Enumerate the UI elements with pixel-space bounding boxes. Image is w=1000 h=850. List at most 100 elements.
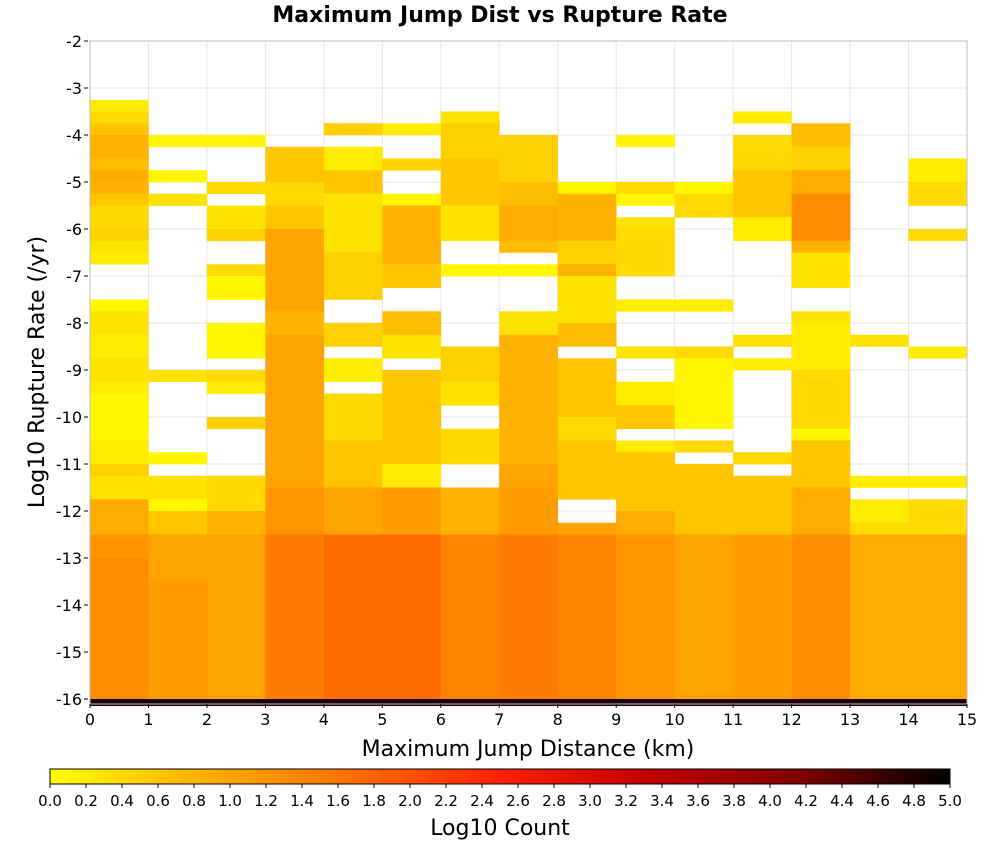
- heatmap-cell: [90, 135, 149, 159]
- heatmap-cell: [265, 146, 325, 183]
- colorbar-tick-label: 5.0: [938, 792, 962, 810]
- heatmap-cell: [323, 170, 383, 195]
- heatmap-cell: [148, 475, 208, 500]
- heatmap-cell: [908, 499, 968, 535]
- colorbar-ticks: 0.0 0.2 0.4 0.6 0.8 1.0 1.2 1.4 1.6 1.8 2.0 2.2 2.4 2…: [38, 784, 962, 810]
- y-tick-label: -5: [66, 173, 82, 192]
- y-tick-label: -14: [56, 596, 82, 615]
- x-tick-label: 12: [781, 710, 801, 729]
- x-tick-label: 15: [957, 710, 977, 729]
- x-tick-label: 5: [377, 710, 387, 729]
- plot-frame: [89, 40, 968, 705]
- heatmap-cell: [440, 487, 500, 535]
- heatmap-cell: [440, 428, 500, 465]
- colorbar-tick-label: 0.6: [146, 792, 170, 810]
- heatmap-cell: [733, 475, 792, 535]
- heatmap-cell: [791, 240, 851, 253]
- heatmap-cell: [90, 99, 149, 112]
- heatmap-cell: [908, 182, 968, 206]
- x-tick-label: 7: [494, 710, 504, 729]
- heatmap-cell: [850, 534, 909, 700]
- heatmap-cell: [616, 193, 675, 206]
- heatmap-cell: [440, 534, 500, 700]
- y-tick-label: -6: [66, 220, 82, 239]
- heatmap-cell: [148, 193, 208, 206]
- heatmap-cell: [90, 193, 149, 206]
- heatmap-cell: [382, 370, 442, 465]
- heatmap-cells: [90, 99, 968, 707]
- heatmap-cell: [616, 405, 675, 430]
- y-tick-label: -12: [56, 502, 82, 521]
- heatmap-cell: [557, 323, 617, 347]
- heatmap-cell: [440, 111, 500, 124]
- heatmap-cell: [148, 534, 208, 582]
- heatmap-cell: [90, 440, 149, 465]
- heatmap-cell: [323, 323, 383, 347]
- heatmap-cell: [90, 558, 149, 700]
- heatmap-cell: [733, 358, 792, 371]
- heatmap-cell: [791, 370, 851, 430]
- heatmap-cell: [206, 276, 266, 300]
- heatmap-cell: [557, 534, 617, 700]
- colorbar-tick-label: 3.4: [650, 792, 674, 810]
- heatmap-cell: [908, 346, 968, 359]
- heatmap-cell: [265, 182, 325, 206]
- heatmap-cell: [557, 182, 617, 195]
- heatmap-cell: [90, 311, 149, 336]
- y-tick-label: -15: [56, 643, 82, 662]
- heatmap-cell: [265, 311, 325, 336]
- heatmap-cell: [791, 428, 851, 441]
- heatmap-cell: [148, 499, 208, 512]
- heatmap-cell: [206, 135, 266, 148]
- heatmap-cell: [323, 146, 383, 171]
- heatmap-cell: [206, 417, 266, 430]
- heatmap-cell: [90, 299, 149, 312]
- heatmap-cell: [440, 381, 500, 406]
- heatmap-cell: [148, 170, 208, 183]
- heatmap-cell: [616, 534, 675, 700]
- heatmap-cell: [499, 205, 559, 242]
- heatmap-cell: [382, 311, 442, 336]
- heatmap-cell: [616, 135, 675, 148]
- y-tick-label: -16: [56, 690, 82, 709]
- x-tick-label: 8: [553, 710, 563, 729]
- heatmap-cell: [90, 393, 149, 441]
- heatmap-cell: [850, 522, 909, 535]
- heatmap-cell: [499, 534, 559, 700]
- y-tick-label: -9: [66, 361, 82, 380]
- heatmap-cell: [557, 417, 617, 441]
- heatmap-cell: [791, 252, 851, 289]
- heatmap-cell: [382, 334, 442, 359]
- heatmap-cell: [674, 182, 734, 195]
- heatmap-cell: [323, 487, 383, 535]
- heatmap-cell: [323, 123, 383, 136]
- heatmap-cell: [733, 534, 792, 700]
- heatmap-cell: [616, 182, 675, 195]
- heatmap-cell: [440, 205, 500, 242]
- heatmap-cell: [674, 440, 734, 453]
- heatmap-cell: [499, 464, 559, 488]
- colorbar-tick-label: 1.6: [326, 792, 350, 810]
- heatmap-cell: [791, 487, 851, 535]
- heatmap-cell: [148, 370, 208, 383]
- heatmap-cell: [206, 323, 266, 359]
- colorbar-tick-label: 0.4: [110, 792, 134, 810]
- heatmap-cell: [90, 358, 149, 383]
- heatmap-cell: [616, 452, 675, 512]
- colorbar-tick-label: 3.0: [578, 792, 602, 810]
- heatmap-cell: [206, 264, 266, 277]
- heatmap-cell: [90, 182, 149, 195]
- heatmap-cell: [440, 346, 500, 383]
- heatmap-cell: [440, 158, 500, 206]
- heatmap-cell: [90, 252, 149, 265]
- heatmap-cell: [616, 346, 675, 359]
- heatmap-cell: [90, 534, 149, 559]
- heatmap-cell: [499, 334, 559, 465]
- colorbar-tick-label: 0.2: [74, 792, 98, 810]
- y-tick-label: -11: [56, 455, 82, 474]
- colorbar-tick-label: 1.0: [218, 792, 242, 810]
- heatmap-cell: [206, 205, 266, 230]
- heatmap-cell: [850, 475, 909, 488]
- colorbar-tick-label: 0.8: [182, 792, 206, 810]
